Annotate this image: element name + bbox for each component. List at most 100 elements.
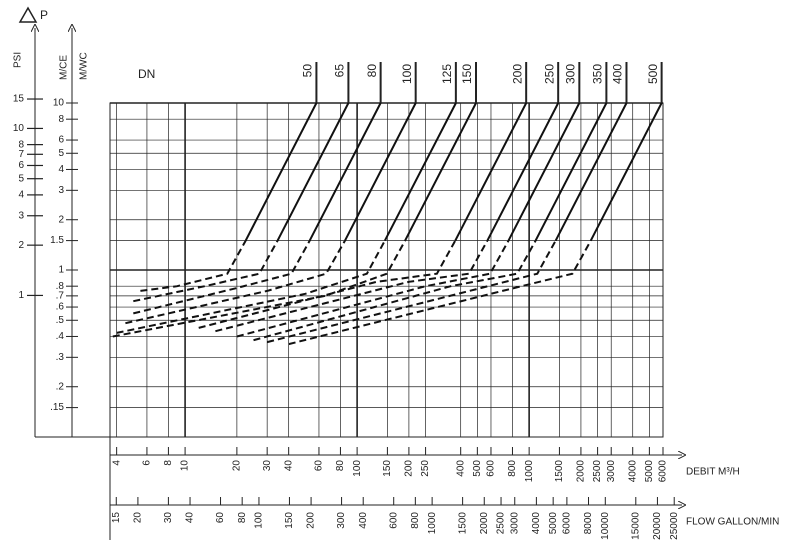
x-tick-label: 150: [382, 460, 393, 477]
legend-label: 500: [646, 64, 660, 84]
legend-label: 150: [460, 64, 474, 84]
x2-tick-label: 15000: [630, 512, 641, 540]
x-tick-label: 30: [262, 460, 273, 472]
x2-tick-label: 8000: [583, 512, 594, 535]
curve-dashed: [288, 240, 592, 346]
legend-label: 400: [611, 64, 625, 84]
legend-title: DN: [138, 67, 155, 81]
y-tick-label: 6: [58, 135, 64, 146]
legend-label: 350: [591, 64, 605, 84]
y2-tick-label: 4: [18, 190, 24, 201]
curve-dashed: [133, 240, 279, 303]
y2-axis-label: PSI: [13, 52, 24, 68]
legend-label: 65: [333, 64, 347, 78]
y-tick-label: .3: [56, 352, 65, 363]
curve-dashed: [116, 240, 386, 334]
x2-tick-label: 4000: [531, 512, 542, 535]
curve-solid: [507, 102, 581, 242]
curve-dashed: [140, 240, 247, 292]
x-tick-label: 600: [486, 460, 497, 477]
curve-solid: [454, 102, 528, 242]
x2-tick-label: 600: [388, 512, 399, 529]
curve-dashed: [236, 240, 510, 338]
y-tick-label: .5: [56, 315, 65, 326]
x2-tick-label: 3000: [509, 512, 520, 535]
x-tick-label: 4: [111, 460, 122, 466]
x-tick-label: 10: [180, 460, 191, 472]
x2-tick-label: 300: [336, 512, 347, 529]
curve-solid: [404, 102, 477, 242]
x-tick-label: 250: [420, 460, 431, 477]
x2-tick-label: 6000: [562, 512, 573, 535]
x-tick-label: 3000: [606, 460, 617, 483]
x-tick-label: 800: [507, 460, 518, 477]
y-tick-label: .8: [56, 281, 65, 292]
x-tick-label: 6000: [658, 460, 669, 483]
curve-solid: [308, 102, 382, 242]
x-tick-label: 100: [352, 460, 363, 477]
x2-tick-label: 40: [185, 512, 196, 524]
y2-tick-label: 1: [18, 290, 24, 301]
y2-tick-label: 15: [13, 94, 25, 105]
y2-tick-label: 10: [13, 123, 25, 134]
y2-tick-label: 3: [18, 210, 24, 221]
y-tick-label: 5: [58, 148, 64, 159]
y-tick-label: 10: [53, 98, 65, 109]
y-tick-label: .15: [50, 402, 64, 413]
y2-tick-label: 6: [18, 160, 24, 171]
curve-solid: [344, 102, 417, 242]
curve-dashed: [133, 240, 311, 315]
curve-dashed: [198, 240, 457, 329]
curve-dashed: [253, 240, 537, 342]
curve-solid: [534, 102, 608, 242]
x2-tick-label: 400: [358, 512, 369, 529]
legend-label: 80: [365, 64, 379, 78]
curve-dashed: [215, 240, 489, 333]
legend-label: 50: [301, 64, 315, 78]
x2-tick-label: 100: [254, 512, 265, 529]
plot-frame: [109, 102, 664, 438]
x-tick-label: 80: [335, 460, 346, 472]
x-tick-label: 500: [472, 460, 483, 477]
curve-solid: [244, 102, 318, 242]
y-tick-label: 8: [58, 114, 64, 125]
curve-solid: [554, 102, 628, 242]
y-tick-label: .2: [56, 381, 65, 392]
x-tick-label: 1000: [524, 460, 535, 483]
y2-tick-label: 7: [18, 149, 24, 160]
x-tick-label: 2500: [592, 460, 603, 483]
x2-tick-label: 200: [306, 512, 317, 529]
curve-solid: [486, 102, 560, 242]
legend-label: 100: [400, 64, 414, 84]
curve-solid: [589, 102, 663, 242]
x2-tick-label: 150: [284, 512, 295, 529]
curve-solid: [384, 102, 457, 242]
curve-solid: [276, 102, 350, 242]
curve-dashed: [266, 240, 557, 344]
x-tick-label: 8: [163, 460, 174, 466]
x2-tick-label: 1500: [457, 512, 468, 535]
x2-tick-label: 5000: [548, 512, 559, 535]
x-tick-label: 400: [455, 460, 466, 477]
y2-tick-label: 8: [18, 139, 24, 150]
x2-tick-label: 800: [410, 512, 421, 529]
x2-tick-label: 2500: [496, 512, 507, 535]
y-axis-label: M/WC: [79, 52, 90, 80]
y-tick-label: 4: [58, 164, 64, 175]
x-tick-label: 6: [142, 460, 153, 466]
curve-dashed: [112, 240, 406, 338]
x2-tick-label: 30: [163, 512, 174, 524]
legend-label: 300: [564, 64, 578, 84]
curve-dashed: [125, 240, 346, 325]
x2-tick-label: 60: [215, 512, 226, 524]
x-tick-label: 5000: [644, 460, 655, 483]
x2-tick-label: 80: [237, 512, 248, 524]
x2-tick-label: 15: [111, 512, 122, 524]
legend-label: 125: [440, 64, 454, 84]
x-tick-label: 2000: [576, 460, 587, 483]
x-tick-label: 4000: [627, 460, 638, 483]
x-tick-label: 20: [232, 460, 243, 472]
x2-tick-label: 20000: [652, 512, 663, 540]
x2-tick-label: 25000: [669, 512, 680, 540]
